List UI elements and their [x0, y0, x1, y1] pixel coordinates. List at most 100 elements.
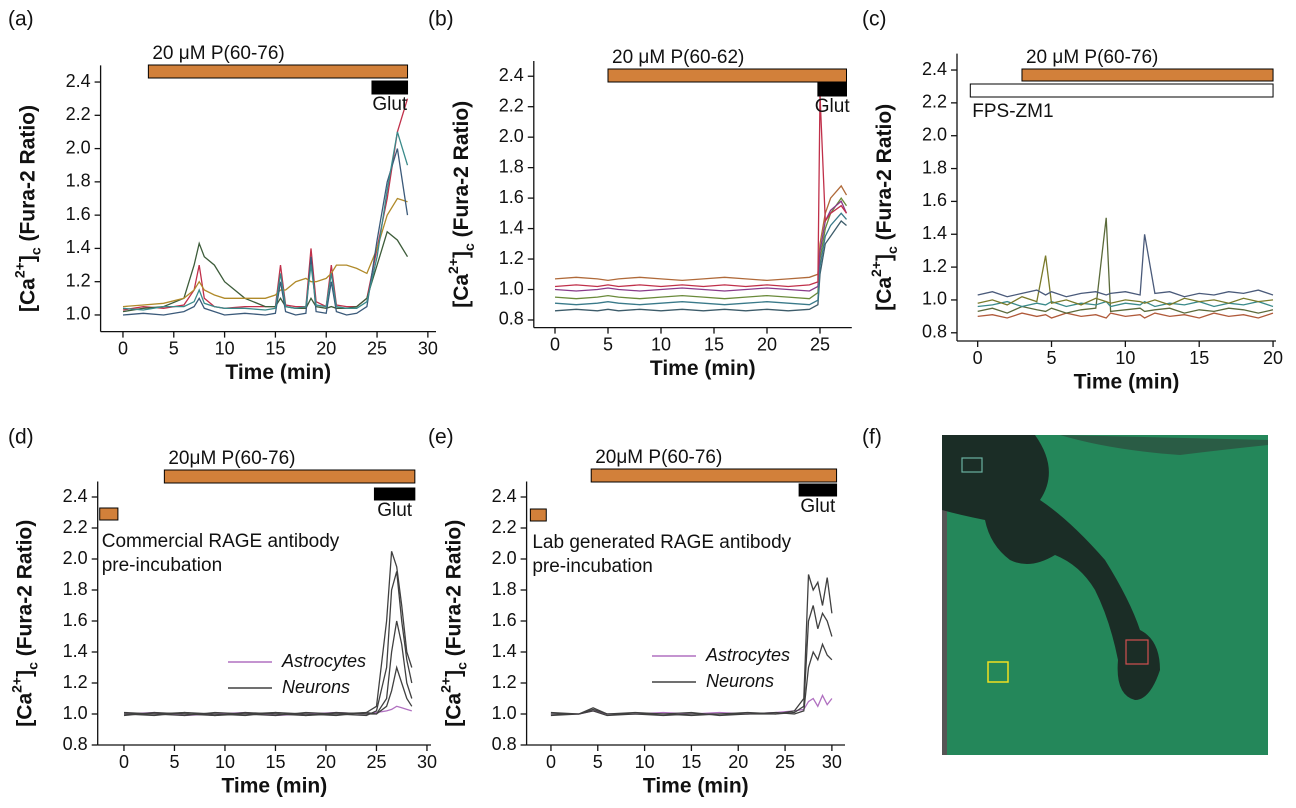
- trace: [554, 212, 847, 306]
- y-tick-label: 1.8: [66, 171, 91, 191]
- y-axis-label: [Ca2+]c (Fura-2 Ratio): [8, 520, 40, 727]
- y-tick-label: 1.8: [492, 579, 517, 599]
- y-tick-label: 1.0: [499, 278, 524, 298]
- y-label-part: (Fura-2 Ratio): [873, 104, 896, 246]
- y-label-part: [Ca: [442, 693, 465, 727]
- trace: [550, 605, 833, 717]
- y-tick-label: 1.4: [492, 641, 517, 661]
- x-tick-label: 20: [316, 338, 336, 358]
- treatment-bar: [969, 83, 1274, 98]
- y-tick-label: 2.0: [66, 137, 91, 157]
- y-label-part: (Fura-2 Ratio): [13, 520, 36, 662]
- y-label-part: (Fura-2 Ratio): [442, 520, 465, 662]
- treatment-bar: [607, 68, 847, 83]
- x-tick-label: 10: [215, 338, 235, 358]
- y-tick-label: 2.4: [66, 71, 91, 91]
- trace: [123, 551, 413, 717]
- treatment-bar: [1021, 68, 1274, 82]
- x-tick-label: 20: [757, 334, 777, 354]
- x-axis-label: Time (min): [1074, 371, 1180, 394]
- roi: [961, 457, 983, 473]
- y-tick-label: 0.8: [63, 734, 88, 754]
- treatment-label: Glut: [800, 496, 836, 517]
- x-tick-label: 5: [1047, 348, 1057, 368]
- roi: [1125, 639, 1149, 665]
- y-tick-label: 1.0: [922, 289, 947, 309]
- y-label-part: c: [453, 662, 469, 670]
- trace: [554, 220, 847, 312]
- treatment-bar: [817, 82, 848, 97]
- y-label-part: c: [27, 247, 43, 255]
- y-tick-label: 0.8: [492, 734, 517, 754]
- y-tick-label: 1.6: [63, 610, 88, 630]
- y-label-part: (Fura-2 Ratio): [449, 101, 472, 243]
- x-tick-label: 25: [367, 338, 387, 358]
- treatment-bar: [529, 508, 547, 522]
- trace: [977, 312, 1274, 319]
- x-tick-label: 15: [265, 338, 285, 358]
- y-tick-label: 2.2: [63, 517, 88, 537]
- y-tick-label: 2.4: [63, 486, 88, 506]
- y-label-part: 2+: [8, 677, 24, 693]
- treatment-label: Lab generated RAGE antibody: [532, 532, 791, 553]
- image-panel: (f): [862, 426, 1268, 755]
- treatment-label: pre-incubation: [102, 555, 222, 576]
- panel: (e) 0.8 1.0 1.2 1.4 1.6 1.8 2.0 2.2 2.4 0 5 10 15 20 25…: [428, 426, 845, 798]
- trace: [554, 184, 848, 282]
- treatment-label: 20 μM P(60-76): [1026, 47, 1158, 68]
- treatment-label: 20 μM P(60-76): [152, 43, 284, 64]
- treatment-bar: [798, 483, 838, 497]
- trace: [977, 255, 1274, 306]
- y-axis-label: [Ca2+]c (Fura-2 Ratio): [868, 104, 900, 311]
- y-label-part: [Ca: [449, 274, 472, 308]
- trace: [554, 94, 848, 288]
- y-tick-label: 1.2: [66, 270, 91, 290]
- y-tick-label: 0.8: [499, 309, 524, 329]
- y-label-part: 2+: [868, 261, 884, 277]
- y-label-part: ]: [13, 670, 36, 677]
- process: [1060, 435, 1268, 455]
- treatment-label: FPS-ZM1: [972, 101, 1053, 122]
- y-tick-label: 1.8: [922, 157, 947, 177]
- x-tick-label: 20: [728, 752, 748, 772]
- legend-label: Astrocytes: [281, 651, 366, 671]
- x-tick-label: 25: [366, 752, 386, 772]
- x-tick-label: 10: [215, 752, 235, 772]
- y-label-part: ]: [442, 670, 465, 677]
- y-tick-label: 1.2: [499, 248, 524, 268]
- treatment-label: Glut: [377, 500, 413, 521]
- trace: [554, 196, 848, 300]
- y-label-part: 2+: [11, 262, 27, 278]
- y-tick-label: 2.2: [492, 517, 517, 537]
- trace: [123, 571, 413, 717]
- treatment-label: pre-incubation: [532, 556, 652, 577]
- y-tick-label: 2.4: [922, 59, 947, 79]
- treatment-bar: [163, 469, 416, 484]
- cell: [942, 435, 1160, 700]
- x-tick-label: 5: [593, 752, 603, 772]
- y-tick-label: 1.8: [499, 156, 524, 176]
- y-tick-label: 2.2: [499, 95, 524, 115]
- trace: [124, 665, 413, 717]
- panel-label: (f): [862, 426, 882, 449]
- x-tick-label: 0: [119, 752, 129, 772]
- x-tick-label: 15: [265, 752, 285, 772]
- panel: (d) 0.8 1.0 1.2 1.4 1.6 1.8 2.0 2.2 2.4 0 5 10 15 20 25…: [8, 426, 437, 798]
- treatment-label: Glut: [815, 96, 851, 117]
- y-tick-label: 1.6: [922, 190, 947, 210]
- y-label-part: [Ca: [873, 277, 896, 311]
- y-tick-label: 2.0: [63, 548, 88, 568]
- treatment-label: 20 μM P(60-62): [612, 47, 744, 68]
- treatment-bar: [147, 64, 409, 79]
- x-axis-label: Time (min): [643, 775, 749, 798]
- y-label-part: c: [24, 662, 40, 670]
- trace: [122, 131, 409, 311]
- y-tick-label: 1.6: [492, 610, 517, 630]
- x-tick-label: 25: [775, 752, 795, 772]
- y-tick-label: 1.2: [922, 256, 947, 276]
- trace: [122, 197, 408, 308]
- x-axis-label: Time (min): [225, 361, 331, 384]
- y-tick-label: 2.0: [922, 124, 947, 144]
- x-tick-label: 20: [316, 752, 336, 772]
